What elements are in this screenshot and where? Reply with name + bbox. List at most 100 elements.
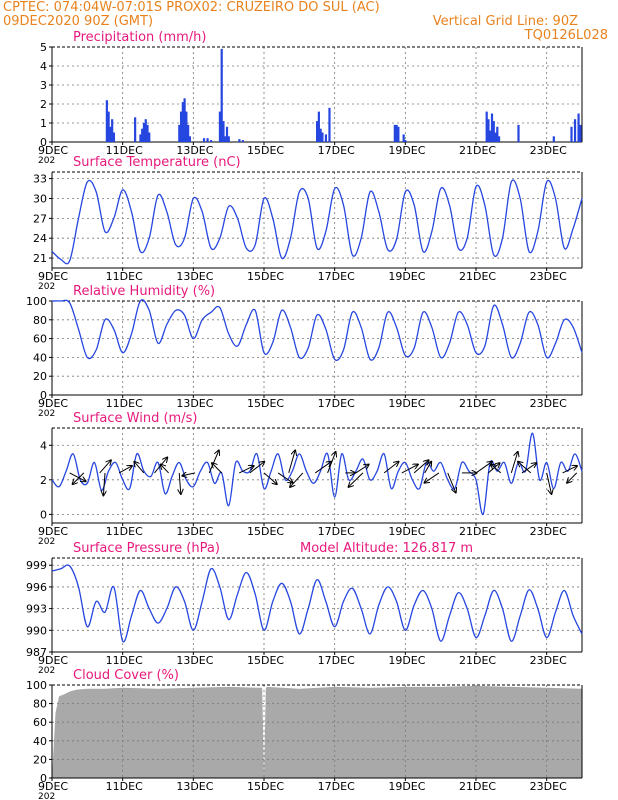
cloud-xtick-label: 19DEC <box>388 780 425 793</box>
precip-bar <box>187 124 190 142</box>
rh-xtick-label: 15DEC <box>247 397 284 410</box>
wind-vector-arrow <box>208 451 219 474</box>
rh-xtick-label: 19DEC <box>388 397 425 410</box>
precip-bar <box>188 136 191 142</box>
rh-ytick-label: 60 <box>33 333 47 346</box>
precip-bar <box>111 119 114 142</box>
wind-xtick-label: 23DEC <box>530 525 567 538</box>
precip-bar <box>317 111 320 142</box>
cloud-title: Cloud Cover (%) <box>73 668 179 683</box>
temp-year-stub: 202 <box>38 282 55 292</box>
temp-ytick-label: 24 <box>33 232 47 245</box>
cloud-ytick-label: 40 <box>33 735 47 748</box>
rh-year-stub: 202 <box>38 409 55 419</box>
rh-ytick-label: 20 <box>33 370 47 383</box>
precip-bar <box>185 111 188 142</box>
precip-bar <box>107 111 110 142</box>
precip-ytick-label: 0 <box>40 136 47 149</box>
precip-bar <box>109 126 112 142</box>
pressure-annotation: Model Altitude: 126.817 m <box>300 541 473 556</box>
cloud-xtick-label: 23DEC <box>530 780 567 793</box>
temp-xtick-label: 19DEC <box>388 270 425 283</box>
pressure-ytick-label: 999 <box>26 559 47 572</box>
header-model: TQ0126L028 <box>524 28 608 43</box>
wind-vector-arrow <box>447 472 456 493</box>
wind-vector-arrow <box>349 472 364 487</box>
wind-vector-arrow <box>424 462 431 474</box>
precip-ytick-label: 4 <box>40 60 47 73</box>
precip-bar <box>105 100 108 142</box>
precip-bar <box>222 121 225 142</box>
wind-vector-arrow <box>249 462 264 474</box>
precip-ytick-label: 3 <box>40 79 47 92</box>
wind-title: Surface Wind (m/s) <box>73 411 197 426</box>
precip-bar <box>496 126 499 142</box>
wind-xtick-label: 21DEC <box>459 525 496 538</box>
temp-xtick-label: 17DEC <box>318 270 355 283</box>
cloud-ytick-label: 80 <box>33 698 47 711</box>
precip-bar <box>579 124 582 142</box>
header-grid-line: Vertical Grid Line: 90Z <box>432 14 578 29</box>
wind-xtick-label: 17DEC <box>318 525 355 538</box>
wind-vector-arrow <box>475 462 492 474</box>
temp-ytick-label: 33 <box>33 173 47 186</box>
temp-xtick-label: 9DEC <box>38 270 68 283</box>
precip-bar <box>218 111 222 142</box>
wind-vector-arrow <box>314 462 331 474</box>
wind-vector-arrow <box>212 463 222 474</box>
precip-bar <box>183 98 186 142</box>
wind-xtick-label: 15DEC <box>247 525 284 538</box>
wind-year-stub: 202 <box>38 537 55 547</box>
pressure-xtick-label: 9DEC <box>38 654 68 667</box>
pressure-ytick-label: 990 <box>26 624 47 637</box>
precip-xtick-label: 15DEC <box>247 144 284 157</box>
wind-ytick-label: 4 <box>40 439 47 452</box>
precip-bar <box>319 128 322 142</box>
precip-bar <box>141 128 144 142</box>
precip-bar <box>241 140 244 142</box>
wind-xtick-label: 11DEC <box>106 525 143 538</box>
temp-title: Surface Temperature (nC) <box>73 155 241 170</box>
wind-vector-arrow <box>179 472 181 494</box>
cloud-xtick-label: 21DEC <box>459 780 496 793</box>
cloud-ytick-label: 20 <box>33 753 47 766</box>
precip-xtick-label: 21DEC <box>459 144 496 157</box>
wind-vector-arrow <box>383 462 398 474</box>
precip-bar <box>220 48 223 142</box>
wind-vector-arrow <box>518 462 532 474</box>
wind-xtick-label: 19DEC <box>388 525 425 538</box>
cloud-xtick-label: 9DEC <box>38 780 68 793</box>
precip-bar <box>490 113 494 142</box>
wind-vector-arrow <box>355 465 369 474</box>
precip-bar <box>134 117 137 142</box>
wind-vector-arrow <box>567 472 578 483</box>
precip-bar <box>573 119 577 142</box>
cloud-ytick-label: 100 <box>26 679 47 692</box>
precip-bar <box>497 136 501 142</box>
precip-bar <box>489 130 492 142</box>
wind-vector-arrow <box>288 451 295 474</box>
precip-bar <box>397 126 400 142</box>
cloud-area <box>52 685 582 778</box>
wind-vector-arrow <box>327 452 336 474</box>
precip-bar <box>316 121 319 142</box>
rh-series-line <box>51 299 583 362</box>
temp-series-line <box>51 179 583 265</box>
wind-xtick-label: 13DEC <box>176 525 213 538</box>
wind-vector-arrow <box>510 452 517 474</box>
wind-vector-arrow <box>546 472 552 494</box>
precip-bar <box>146 124 149 142</box>
precip-bar <box>395 124 398 142</box>
pressure-xtick-label: 11DEC <box>106 654 143 667</box>
rh-xtick-label: 13DEC <box>176 397 213 410</box>
pressure-xtick-label: 15DEC <box>247 654 284 667</box>
precip-bar <box>492 121 495 142</box>
precip-bar <box>224 136 227 142</box>
pressure-title: Surface Pressure (hPa) <box>73 541 220 556</box>
precip-bar <box>393 124 396 142</box>
cloud-xtick-label: 15DEC <box>247 780 284 793</box>
precip-ytick-label: 5 <box>40 41 47 54</box>
precip-bar <box>402 134 405 142</box>
precip-bar <box>206 138 209 142</box>
pressure-xtick-label: 23DEC <box>530 654 567 667</box>
